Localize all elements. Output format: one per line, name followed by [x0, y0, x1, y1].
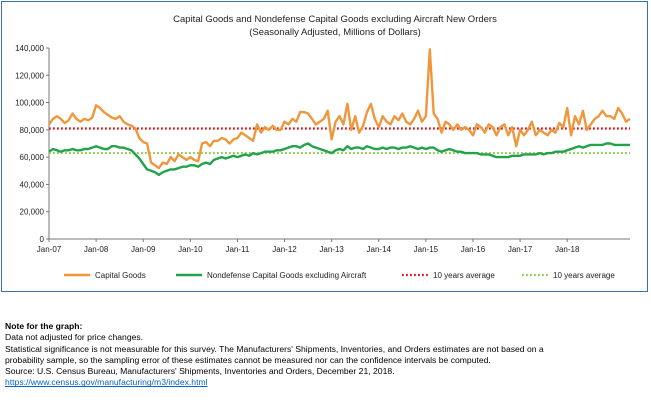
axes: 0 20,000 40,000 60,000 80,000 100,000 120,000 1…	[15, 44, 630, 254]
notes-section: Note for the graph: Data not adjusted fo…	[5, 321, 645, 389]
y-tick-label: 0	[40, 235, 45, 244]
x-tick-label: Jan-10	[178, 245, 203, 254]
x-tick-label: Jan-07	[37, 245, 62, 254]
y-tick-label: 40,000	[20, 180, 45, 189]
x-tick-label: Jan-16	[461, 245, 486, 254]
y-tick-label: 80,000	[20, 126, 45, 135]
note-line-3: probability sample, so the sampling erro…	[5, 354, 491, 365]
legend-label: 10 years average	[433, 271, 495, 280]
x-tick-label: Jan-13	[319, 245, 344, 254]
x-tick-label: Jan-08	[84, 245, 109, 254]
x-tick-label: Jan-09	[131, 245, 156, 254]
legend-label: Nondefense Capital Goods excluding Aircr…	[207, 271, 367, 280]
source-line: Source: U.S. Census Bureau, Manufacturer…	[5, 366, 395, 377]
y-tick-label: 140,000	[15, 44, 44, 53]
x-tick-label: Jan-17	[508, 245, 533, 254]
chart-container: Capital Goods and Nondefense Capital Goo…	[1, 1, 648, 292]
legend-label: 10 years average	[553, 271, 615, 280]
note-line-1: Data not adjusted for price changes.	[5, 332, 144, 343]
y-tick-label: 60,000	[20, 153, 45, 162]
note-line-2: Statistical significance is not measurab…	[5, 343, 544, 354]
y-tick-label: 20,000	[20, 208, 45, 217]
x-tick-label: Jan-18	[555, 245, 580, 254]
plot-area	[48, 48, 631, 177]
capital-goods-line	[48, 48, 631, 170]
x-tick-label: Jan-12	[272, 245, 297, 254]
line-chart: Capital Goods and Nondefense Capital Goo…	[15, 14, 631, 280]
y-tick-label: 100,000	[15, 99, 44, 108]
census-link[interactable]: https://www.census.gov/manufacturing/m3/…	[5, 377, 208, 388]
legend-label: Capital Goods	[95, 271, 146, 280]
x-tick-label: Jan-15	[414, 245, 439, 254]
chart-subtitle: (Seasonally Adjusted, Millions of Dollar…	[249, 27, 421, 38]
x-tick-label: Jan-11	[225, 245, 249, 254]
chart-title: Capital Goods and Nondefense Capital Goo…	[173, 14, 497, 25]
y-tick-label: 120,000	[15, 71, 44, 80]
nondefense-ex-aircraft-line	[48, 142, 630, 177]
legend: Capital Goods Nondefense Capital Goods ex…	[64, 271, 615, 280]
notes-title: Note for the graph:	[5, 321, 83, 331]
x-tick-label: Jan-14	[367, 245, 392, 254]
